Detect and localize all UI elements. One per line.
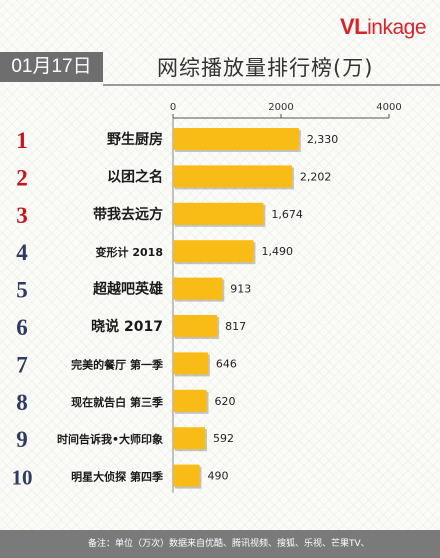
rank-number: 7 — [16, 352, 28, 377]
value-label: 1,490 — [261, 245, 293, 258]
bar-chart: 0 2000 4000 1 野生厨房 2,330 2 以团之名 2,202 3 带我去远方 1,674… — [12, 102, 402, 493]
rank-number: 5 — [16, 278, 28, 303]
category-label: 以团之名 — [107, 168, 163, 185]
bar — [173, 165, 292, 188]
category-label: 变形计 2018 — [96, 245, 163, 259]
vlinkage-logo: VLinkage — [339, 14, 427, 39]
rank-number: 1 — [16, 128, 28, 153]
title-divider — [103, 84, 440, 86]
bar — [173, 315, 218, 337]
value-label: 913 — [230, 283, 251, 296]
x-tick-label: 4000 — [376, 102, 401, 113]
x-tick-label: 2000 — [268, 102, 293, 113]
rank-number: 6 — [16, 315, 28, 340]
bar — [173, 202, 264, 225]
rank-number: 9 — [16, 427, 28, 452]
value-label: 1,674 — [271, 208, 303, 221]
category-label: 野生厨房 — [107, 131, 163, 148]
rank-number: 4 — [16, 240, 28, 265]
chart-title: 网综播放量排行榜(万) — [157, 56, 374, 80]
category-label: 超越吧英雄 — [92, 281, 163, 298]
bar — [173, 389, 207, 412]
category-label: 带我去远方 — [93, 206, 163, 223]
bar — [173, 427, 205, 450]
bar — [173, 277, 223, 300]
category-label: 现在就告白 第三季 — [71, 395, 164, 409]
x-tick-label: 0 — [170, 102, 176, 113]
value-label: 2,330 — [307, 133, 339, 146]
value-label: 592 — [213, 432, 234, 445]
value-label: 620 — [214, 395, 235, 408]
value-label: 490 — [207, 470, 228, 483]
bar — [173, 464, 200, 487]
category-label: 完美的餐厅 第一季 — [71, 357, 164, 371]
value-label: 2,202 — [300, 170, 332, 183]
category-label: 晓说 2017 — [91, 318, 163, 335]
category-label: 时间告诉我•大师印象 — [57, 432, 163, 446]
bar — [173, 240, 254, 263]
rank-number: 2 — [16, 165, 28, 190]
date-badge: 01月17日 — [0, 52, 103, 82]
bar — [173, 128, 299, 150]
footer-note: 备注：单位（万次）数据来自优酷、腾讯视频、搜狐、乐视、芒果TV、 — [0, 530, 440, 558]
value-label: 817 — [225, 320, 246, 333]
bar — [173, 352, 208, 375]
value-label: 646 — [216, 357, 237, 370]
category-label: 明星大侦探 第四季 — [71, 470, 164, 484]
rank-number: 3 — [16, 203, 28, 228]
rank-number: 10 — [12, 466, 33, 490]
rank-number: 8 — [16, 390, 28, 415]
